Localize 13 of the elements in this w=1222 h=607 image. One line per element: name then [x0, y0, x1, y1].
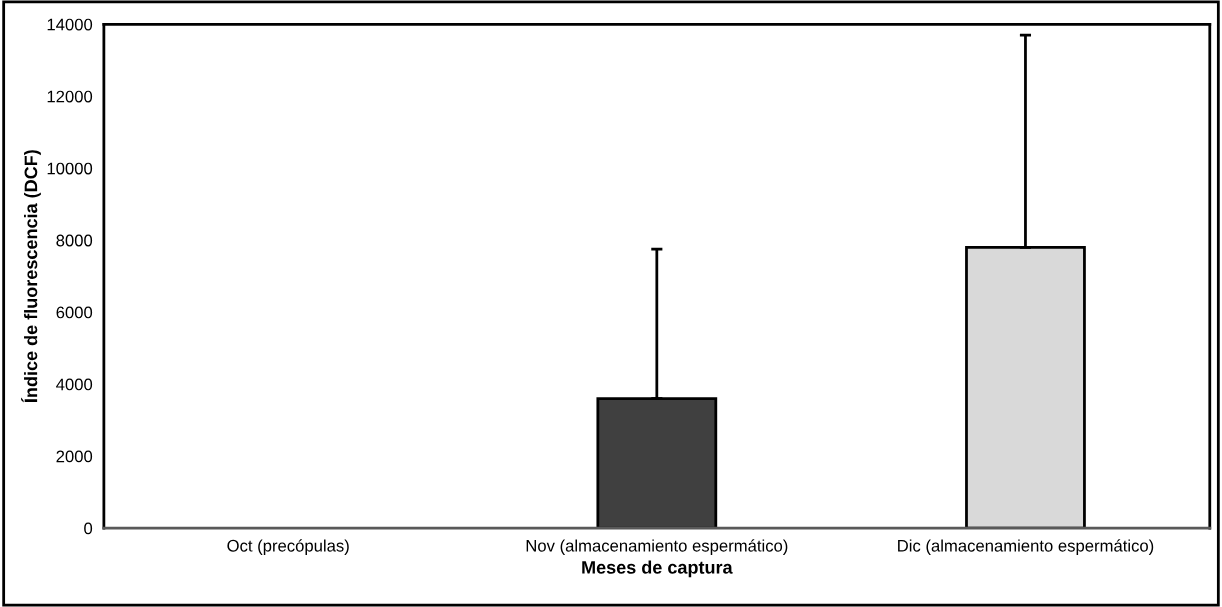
- y-tick-label: 2000: [56, 450, 93, 463]
- y-tick-label: 6000: [56, 306, 93, 319]
- y-tick-label: 0: [84, 522, 93, 535]
- x-axis-title: Meses de captura: [582, 560, 733, 578]
- y-tick-label: 12000: [47, 90, 93, 103]
- y-tick-label: 4000: [56, 378, 93, 391]
- y-tick-label: 14000: [47, 18, 93, 31]
- y-tick-label: 10000: [47, 162, 93, 175]
- y-tick-label: 8000: [56, 234, 93, 247]
- y-axis-title: Índice de fluorescencia (DCF): [21, 150, 41, 403]
- x-tick-label: Oct (precópulas): [227, 539, 349, 555]
- x-tick-label: Nov (almacenamiento espermático): [526, 539, 788, 555]
- x-tick-label: Dic (almacenamiento espermático): [898, 539, 1154, 555]
